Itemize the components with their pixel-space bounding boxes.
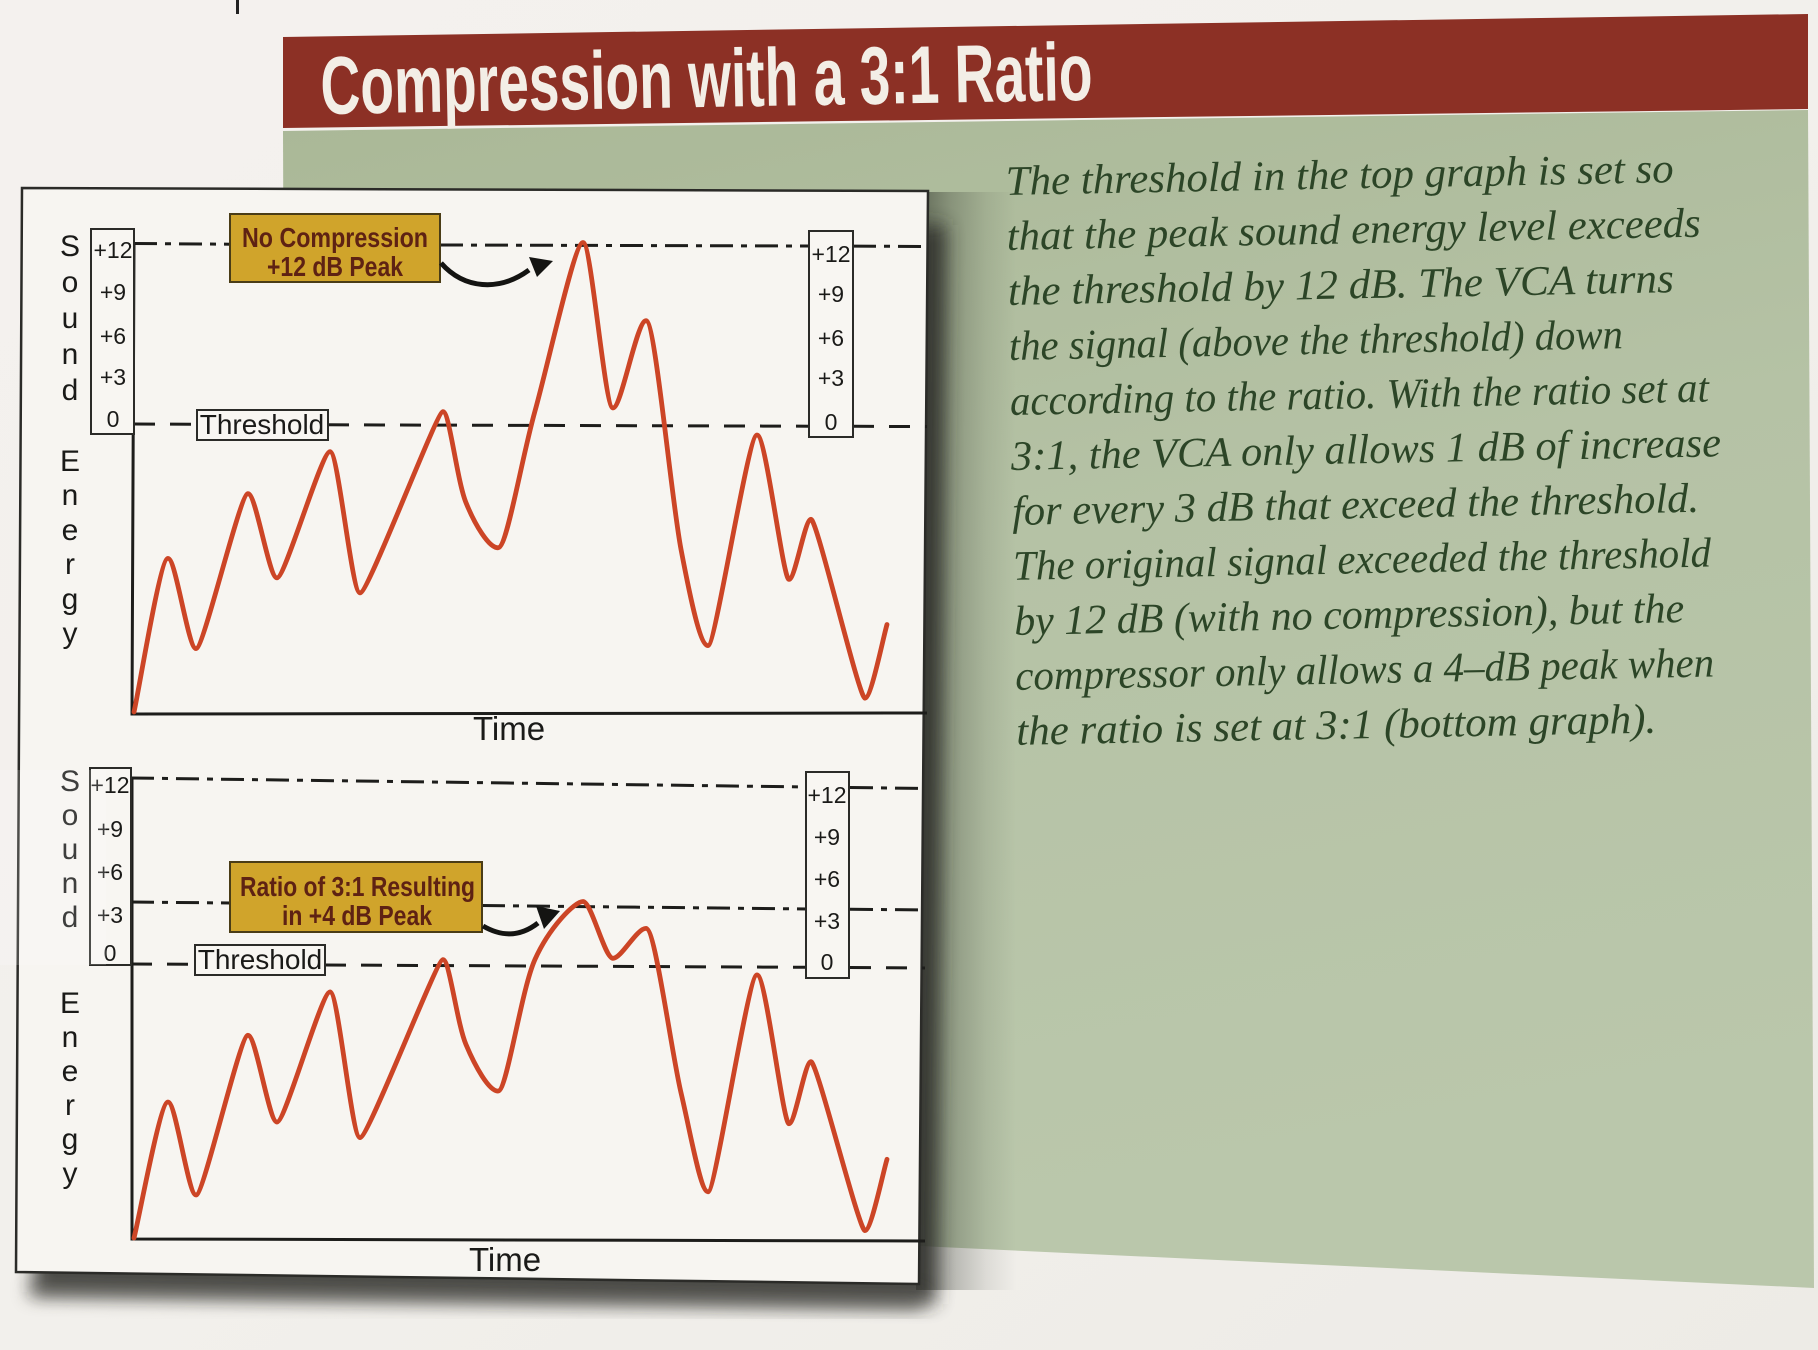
- svg-text:g: g: [62, 583, 79, 616]
- svg-text:+12: +12: [811, 241, 850, 267]
- svg-text:+6: +6: [818, 325, 844, 351]
- svg-text:0: 0: [104, 940, 117, 966]
- svg-text:Threshold: Threshold: [198, 944, 323, 975]
- svg-text:+3: +3: [97, 902, 123, 928]
- svg-text:d: d: [62, 901, 79, 934]
- svg-text:Time: Time: [469, 1241, 541, 1278]
- svg-text:+3: +3: [814, 908, 840, 934]
- svg-text:+12 dB Peak: +12 dB Peak: [267, 251, 403, 282]
- svg-text:Time: Time: [473, 710, 545, 747]
- svg-text:Compression with a 3:1 Ratio: Compression with a 3:1 Ratio: [320, 27, 1094, 132]
- svg-text:+3: +3: [100, 364, 126, 390]
- svg-text:r: r: [65, 548, 75, 581]
- svg-text:S: S: [60, 765, 80, 798]
- svg-text:+9: +9: [818, 281, 844, 307]
- svg-text:n: n: [62, 867, 79, 900]
- svg-text:0: 0: [107, 406, 120, 432]
- svg-text:E: E: [60, 987, 80, 1020]
- svg-text:o: o: [62, 799, 79, 832]
- svg-text:+3: +3: [818, 365, 844, 391]
- svg-text:+12: +12: [807, 782, 846, 808]
- svg-text:E: E: [60, 445, 80, 478]
- svg-text:y: y: [63, 1157, 78, 1190]
- svg-text:Threshold: Threshold: [200, 409, 325, 440]
- svg-text:r: r: [65, 1089, 75, 1122]
- svg-text:+9: +9: [97, 816, 123, 842]
- svg-text:+12: +12: [90, 772, 129, 798]
- svg-text:Ratio of 3:1 Resulting: Ratio of 3:1 Resulting: [240, 871, 475, 902]
- svg-text:+6: +6: [814, 866, 840, 892]
- svg-text:in +4 dB Peak: in +4 dB Peak: [282, 900, 432, 931]
- svg-text:g: g: [62, 1123, 79, 1156]
- svg-text:+12: +12: [93, 237, 132, 263]
- svg-text:0: 0: [825, 409, 838, 435]
- svg-text:0: 0: [821, 949, 834, 975]
- svg-text:n: n: [62, 1021, 79, 1054]
- svg-text:+6: +6: [97, 859, 123, 885]
- svg-text:S: S: [60, 230, 80, 263]
- svg-text:u: u: [62, 302, 79, 335]
- svg-text:e: e: [62, 514, 79, 547]
- svg-text:+6: +6: [100, 323, 126, 349]
- svg-text:e: e: [62, 1055, 79, 1088]
- svg-text:n: n: [62, 338, 79, 371]
- svg-text:d: d: [62, 374, 79, 407]
- svg-text:No Compression: No Compression: [242, 222, 428, 253]
- svg-text:n: n: [62, 479, 79, 512]
- svg-text:+9: +9: [100, 279, 126, 305]
- svg-text:y: y: [63, 617, 78, 650]
- svg-text:u: u: [62, 833, 79, 866]
- svg-text:+9: +9: [814, 824, 840, 850]
- svg-text:o: o: [62, 266, 79, 299]
